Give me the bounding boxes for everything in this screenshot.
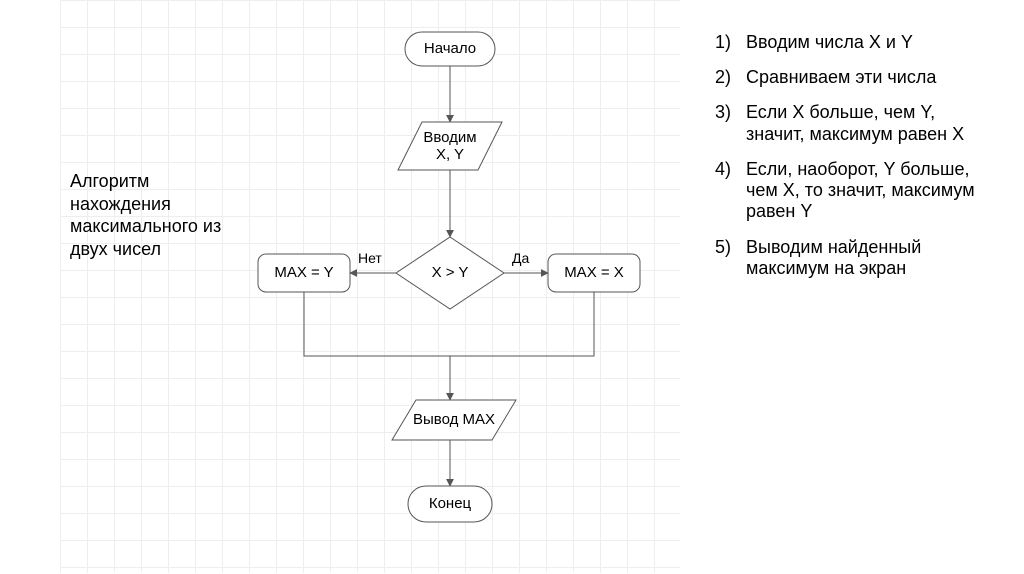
- flowchart-svg: [0, 0, 1024, 574]
- node-label-maxx: MAX = X: [548, 254, 640, 292]
- label-text: X > Y: [432, 264, 469, 281]
- label-text: MAX = Y: [274, 264, 333, 281]
- node-label-cond: X > Y: [396, 237, 504, 309]
- label-text: Вводим X, Y: [423, 129, 476, 164]
- node-label-end: Конец: [408, 486, 492, 522]
- label-text: MAX = X: [564, 264, 624, 281]
- node-label-start: Начало: [405, 32, 495, 66]
- canvas: Алгоритм нахождения максимального из дву…: [0, 0, 1024, 574]
- edge-label-no: Нет: [358, 250, 382, 266]
- node-label-maxy: MAX = Y: [258, 254, 350, 292]
- node-label-input: Вводим X, Y: [404, 122, 496, 170]
- edge-label-yes: Да: [512, 250, 529, 266]
- label-text: Начало: [424, 40, 476, 57]
- node-label-output: Вывод MAX: [398, 400, 510, 440]
- label-text: Нет: [358, 250, 382, 266]
- label-text: Да: [512, 250, 529, 266]
- label-text: Вывод MAX: [413, 411, 495, 428]
- label-text: Конец: [429, 495, 471, 512]
